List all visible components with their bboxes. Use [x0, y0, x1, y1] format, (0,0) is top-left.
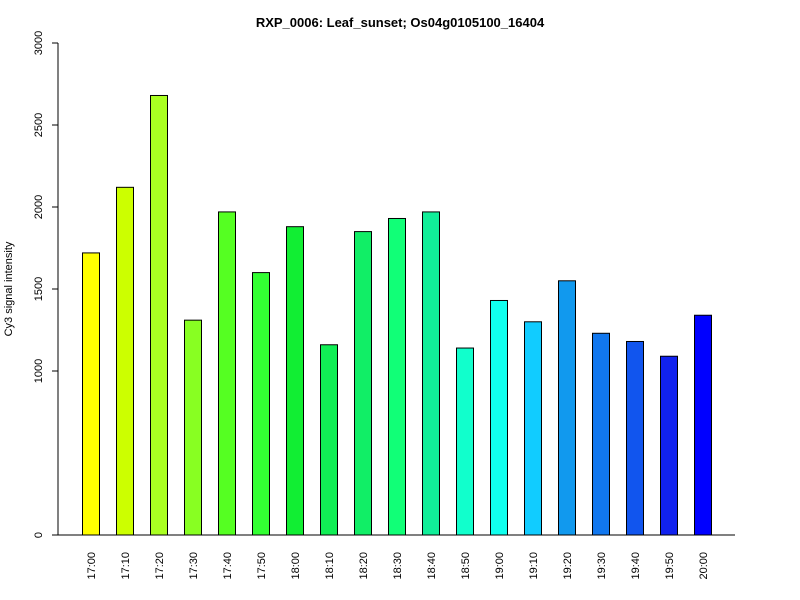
x-tick-label: 17:50 — [256, 552, 268, 580]
y-tick-label: 2000 — [33, 195, 45, 219]
bar-1800 — [286, 226, 304, 536]
y-tick-label: 0 — [33, 532, 45, 538]
chart-title: RXP_0006: Leaf_sunset; Os04g0105100_1640… — [256, 15, 545, 30]
x-tick-label: 19:20 — [562, 552, 574, 580]
x-tick-label: 19:40 — [630, 552, 642, 580]
bar-1930 — [592, 332, 610, 536]
bar-1810 — [320, 344, 338, 536]
x-tick-label: 19:30 — [596, 552, 608, 580]
x-tick-label: 18:50 — [460, 552, 472, 580]
bar-1720 — [150, 94, 168, 536]
bar-1920 — [558, 280, 576, 536]
bar-1750 — [252, 272, 270, 536]
x-tick-label: 18:00 — [290, 552, 302, 580]
bar-1850 — [456, 347, 474, 536]
x-tick-label: 18:20 — [358, 552, 370, 580]
y-tick-label: 2500 — [33, 113, 45, 137]
x-tick-label: 19:50 — [664, 552, 676, 580]
x-tick-label: 18:40 — [426, 552, 438, 580]
x-tick-label: 17:10 — [120, 552, 132, 580]
bar-2000 — [694, 314, 712, 536]
x-tick-label: 19:00 — [494, 552, 506, 580]
bar-1940 — [626, 340, 644, 536]
bar-1700 — [82, 252, 100, 536]
bar-1730 — [184, 319, 202, 536]
bar-1830 — [388, 217, 406, 536]
y-tick-label: 3000 — [33, 31, 45, 55]
bar-1840 — [422, 211, 440, 536]
x-tick-label: 18:10 — [324, 552, 336, 580]
x-tick-label: 18:30 — [392, 552, 404, 580]
x-tick-label: 17:00 — [86, 552, 98, 580]
y-axis-label: Cy3 signal intensity — [3, 241, 15, 336]
x-axis: 17:00 17:10 17:20 17:30 17:40 17:50 18:00 18:10… — [58, 534, 735, 580]
bar-1820 — [354, 231, 372, 536]
x-tick-label: 17:20 — [154, 552, 166, 580]
y-tick-label: 1000 — [33, 359, 45, 383]
x-tick-label: 20:00 — [698, 552, 710, 580]
x-tick-label: 19:10 — [528, 552, 540, 580]
y-axis: 0 1000 1500 2000 2500 3000 — [33, 31, 59, 538]
bars-group — [82, 94, 712, 536]
x-tick-label: 17:30 — [188, 552, 200, 580]
bar-1710 — [116, 186, 134, 536]
y-tick-label: 1500 — [33, 277, 45, 301]
bar-1950 — [660, 355, 678, 536]
bar-1900 — [490, 299, 508, 536]
x-tick-label: 17:40 — [222, 552, 234, 580]
bar-1740 — [218, 211, 236, 536]
bar-1910 — [524, 321, 542, 536]
